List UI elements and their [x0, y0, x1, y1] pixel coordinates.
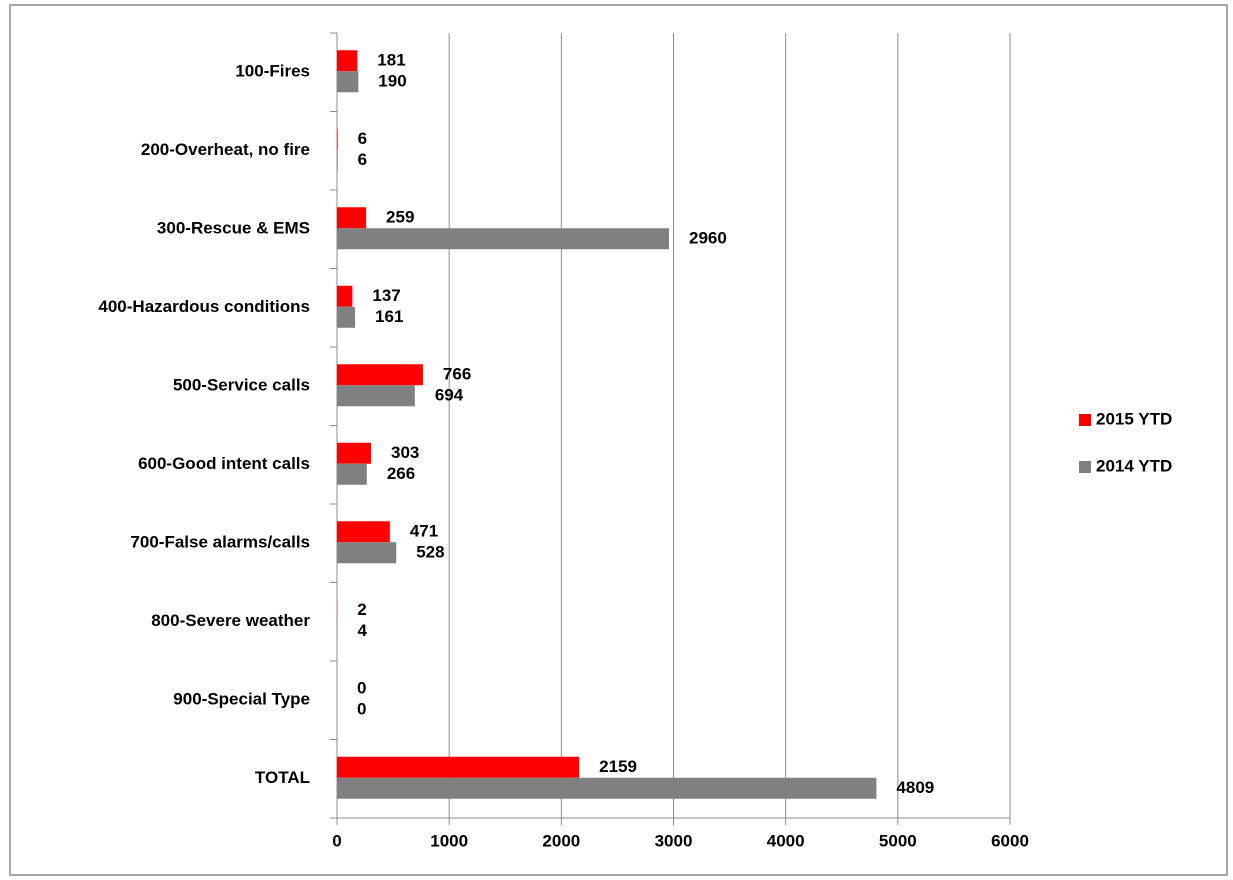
y-tick-label: 400-Hazardous conditions — [98, 297, 310, 316]
bar — [337, 306, 356, 328]
data-label: 766 — [443, 365, 471, 384]
y-tick-label: 100-Fires — [235, 62, 310, 81]
bar — [337, 542, 397, 564]
data-label: 303 — [391, 443, 419, 462]
data-label: 181 — [377, 51, 405, 70]
bar — [337, 207, 367, 229]
data-label: 694 — [435, 386, 464, 405]
bar — [337, 285, 353, 307]
bar — [337, 149, 338, 171]
data-label: 2960 — [689, 229, 727, 248]
x-tick-label: 3000 — [655, 831, 693, 850]
bar — [337, 463, 367, 485]
x-tick-label: 5000 — [879, 831, 917, 850]
data-label: 0 — [357, 679, 366, 698]
y-tick-label: 600-Good intent calls — [138, 454, 310, 473]
bar — [337, 228, 670, 250]
data-label: 2 — [357, 600, 366, 619]
data-label: 190 — [378, 72, 406, 91]
data-label: 471 — [410, 522, 438, 541]
data-label: 4 — [357, 621, 367, 640]
data-label: 6 — [358, 150, 367, 169]
data-label: 266 — [387, 464, 415, 483]
y-tick-label: 700-False alarms/calls — [130, 533, 310, 552]
bar — [337, 521, 390, 543]
y-tick-label: 500-Service calls — [173, 376, 310, 395]
bar — [337, 777, 877, 799]
legend-swatch — [1079, 461, 1091, 473]
data-label: 4809 — [896, 778, 934, 797]
legend-label: 2014 YTD — [1096, 456, 1172, 475]
bar — [337, 756, 580, 778]
bar — [337, 128, 338, 150]
x-tick-label: 1000 — [430, 831, 468, 850]
chart-border — [9, 4, 1228, 876]
data-label: 0 — [357, 700, 366, 719]
data-label: 528 — [416, 543, 444, 562]
y-tick-label: TOTAL — [255, 768, 310, 787]
x-tick-label: 2000 — [542, 831, 580, 850]
bar — [337, 385, 415, 407]
y-tick-label: 900-Special Type — [173, 690, 310, 709]
x-tick-label: 4000 — [767, 831, 805, 850]
x-tick-label: 0 — [332, 831, 341, 850]
x-tick-label: 6000 — [991, 831, 1029, 850]
bar — [337, 442, 371, 464]
y-tick-label: 800-Severe weather — [151, 611, 310, 630]
bar — [337, 71, 359, 93]
y-tick-label: 200-Overheat, no fire — [141, 140, 310, 159]
data-label: 259 — [386, 208, 414, 227]
legend-label: 2015 YTD — [1096, 409, 1172, 428]
bar — [337, 364, 423, 386]
legend-swatch — [1079, 414, 1091, 426]
data-label: 161 — [375, 307, 403, 326]
data-label: 2159 — [599, 757, 637, 776]
y-tick-label: 300-Rescue & EMS — [157, 219, 310, 238]
data-label: 6 — [358, 129, 367, 148]
data-label: 137 — [372, 286, 400, 305]
bar — [337, 50, 358, 72]
